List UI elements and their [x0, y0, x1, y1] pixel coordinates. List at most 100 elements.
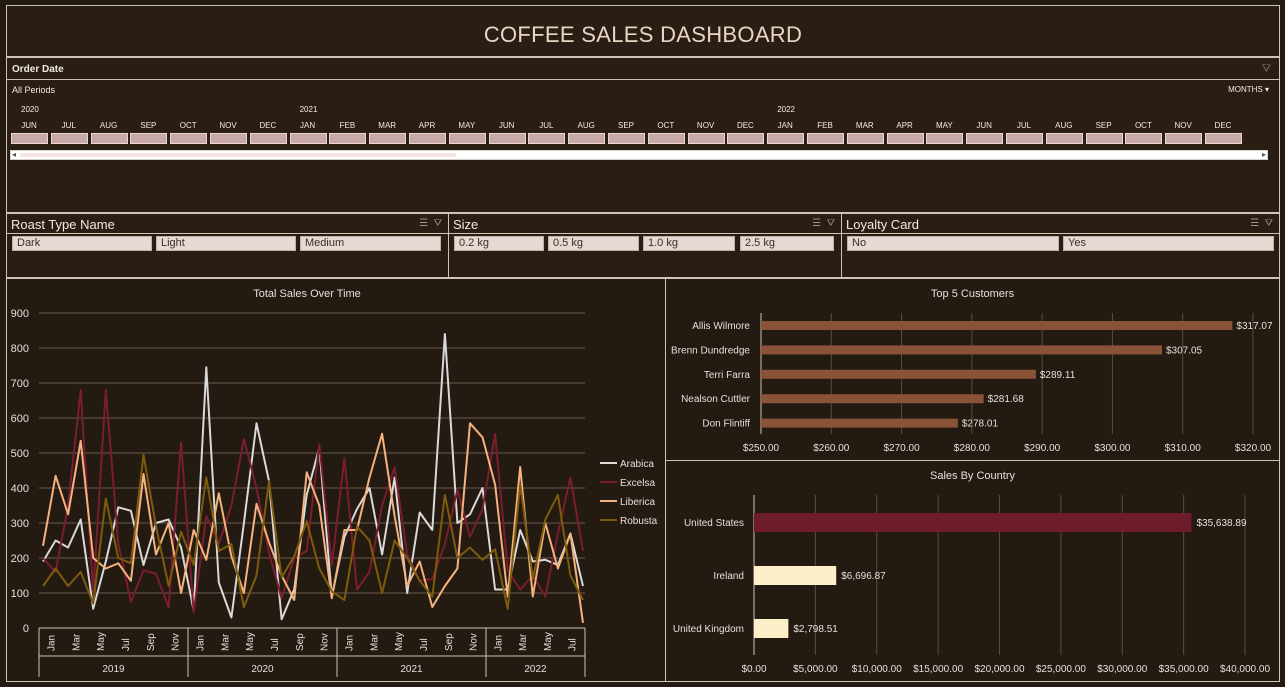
- timeline-month-cell[interactable]: [11, 133, 48, 144]
- timeline-month-cell[interactable]: [1165, 133, 1203, 144]
- clear-filter-icon[interactable]: ⛛: [826, 218, 835, 229]
- timeline-month-cell[interactable]: [767, 133, 805, 144]
- multi-select-icon[interactable]: ☰: [1250, 218, 1260, 229]
- timeline-month-cell[interactable]: [647, 133, 685, 144]
- timeline-month-cell[interactable]: [130, 133, 168, 144]
- y-tick-label: 200: [11, 553, 29, 565]
- legend-label: Arabica: [620, 459, 654, 470]
- timeline-unit-selector[interactable]: MONTHS ▾: [1228, 85, 1269, 94]
- timeline-month-label: MAY: [458, 121, 476, 130]
- timeline-month-label: SEP: [140, 121, 157, 130]
- x-tick-label: May: [543, 632, 554, 651]
- timeline-month-label: AUG: [1055, 121, 1073, 130]
- timeline-selection-range[interactable]: [20, 153, 456, 157]
- order-date-timeline[interactable]: Order Date ⛛ All Periods MONTHS ▾ 2020 20…: [6, 57, 1280, 213]
- y-tick-label: 400: [11, 483, 29, 495]
- slicer-divider: [449, 233, 841, 234]
- timeline-month-cell[interactable]: [210, 133, 247, 144]
- timeline-month-cell[interactable]: [1205, 133, 1242, 144]
- timeline-month-cell[interactable]: [369, 133, 407, 144]
- timeline-month-cell[interactable]: [687, 133, 725, 144]
- timeline-month-label: DEC: [259, 121, 277, 130]
- timeline-year-label: 2020: [21, 105, 39, 114]
- scroll-left-icon[interactable]: ◂: [12, 150, 17, 159]
- clear-filter-icon[interactable]: ⛛: [433, 218, 442, 229]
- timeline-month-cell[interactable]: [409, 133, 446, 144]
- y-tick-label: 500: [11, 448, 29, 460]
- x-tick-label: Mar: [518, 633, 529, 651]
- bar: [754, 513, 1192, 532]
- timeline-month-cell[interactable]: [1045, 133, 1083, 144]
- x-year-label: 2020: [251, 664, 274, 675]
- slicer-item-dark[interactable]: Dark: [12, 236, 152, 251]
- timeline-divider: [7, 79, 1279, 80]
- slicer-item-yes[interactable]: Yes: [1063, 236, 1274, 251]
- slicer-item-medium[interactable]: Medium: [300, 236, 441, 251]
- category-label: Allis Wilmore: [692, 321, 750, 332]
- timeline-month-label: FEB: [339, 121, 356, 130]
- multi-select-icon[interactable]: ☰: [419, 218, 429, 229]
- timeline-month-label: JUL: [1016, 121, 1032, 130]
- slicer-item-0-2kg[interactable]: 0.2 kg: [454, 236, 544, 251]
- x-tick-label: $280.00: [954, 443, 991, 454]
- timeline-month-cell[interactable]: [448, 133, 486, 144]
- timeline-month-label: JUN: [21, 121, 37, 130]
- y-tick-label: 300: [11, 518, 29, 530]
- timeline-month-cell[interactable]: [807, 133, 844, 144]
- clear-filter-icon[interactable]: ⛛: [1261, 63, 1271, 75]
- timeline-month-cell[interactable]: [966, 133, 1004, 144]
- timeline-month-cell[interactable]: [568, 133, 606, 144]
- slicer-item-0-5kg[interactable]: 0.5 kg: [548, 236, 639, 251]
- size-slicer-title: Size: [453, 217, 479, 232]
- slicer-item-no[interactable]: No: [847, 236, 1059, 251]
- timeline-month-cell[interactable]: [608, 133, 645, 144]
- timeline-month-cell[interactable]: [50, 133, 88, 144]
- scroll-right-icon[interactable]: ▸: [1261, 150, 1266, 159]
- top-customers-chart-panel: Top 5 Customers $250.00 $260.00 $270.00 $28…: [665, 278, 1280, 461]
- timeline-month-cell[interactable]: [1125, 133, 1163, 144]
- sales-by-country-bar-chart: $0.00 $5,000.00 $10,000.00 $15,000.00 $20,00…: [673, 495, 1270, 675]
- timeline-month-cell[interactable]: [289, 133, 327, 144]
- timeline-month-label: JUL: [61, 121, 76, 130]
- x-tick-label: $0.00: [741, 664, 766, 675]
- x-tick-label: $40,000.00: [1220, 664, 1270, 675]
- timeline-period-label: All Periods: [12, 85, 56, 95]
- timeline-month-cell[interactable]: [488, 133, 526, 144]
- timeline-month-cell[interactable]: [727, 133, 765, 144]
- timeline-month-cell[interactable]: [926, 133, 964, 144]
- x-tick-label: $300.00: [1094, 443, 1131, 454]
- data-label: $2,798.51: [793, 624, 838, 635]
- x-tick-label: Sep: [146, 633, 157, 651]
- x-tick-label: Nov: [171, 633, 182, 651]
- clear-filter-icon[interactable]: ⛛: [1264, 218, 1273, 229]
- series-line: [42, 422, 584, 623]
- slicer-item-light[interactable]: Light: [156, 236, 296, 251]
- slicer-item-2-5kg[interactable]: 2.5 kg: [740, 236, 834, 251]
- timeline-scrollbar[interactable]: ◂ ▸: [10, 150, 1268, 160]
- timeline-month-cell[interactable]: [1006, 133, 1043, 144]
- timeline-month-cell[interactable]: [90, 133, 128, 144]
- x-tick-label: Jul: [568, 638, 579, 651]
- x-tick-label: $250.00: [743, 443, 780, 454]
- timeline-month-cell[interactable]: [170, 133, 208, 144]
- timeline-month-cell[interactable]: [1085, 133, 1123, 144]
- timeline-month-cell[interactable]: [528, 133, 566, 144]
- multi-select-icon[interactable]: ☰: [812, 218, 822, 229]
- loyalty-slicer-title: Loyalty Card: [846, 217, 919, 232]
- timeline-month-cell[interactable]: [329, 133, 367, 144]
- data-label: $6,696.87: [841, 571, 886, 582]
- x-tick-label: May: [394, 632, 405, 651]
- x-tick-label: $10,000.00: [852, 664, 902, 675]
- y-tick-label: 700: [11, 378, 29, 390]
- timeline-month-cell[interactable]: [249, 133, 287, 144]
- x-tick-label: Jul: [270, 638, 281, 651]
- timeline-month-label: OCT: [1134, 121, 1152, 130]
- slicer-item-1-0kg[interactable]: 1.0 kg: [643, 236, 735, 251]
- timeline-month-cell[interactable]: [846, 133, 884, 144]
- y-tick-label: 0: [23, 623, 29, 635]
- sales-by-country-title: Sales By Country: [930, 470, 1015, 482]
- x-tick-label: Sep: [295, 633, 306, 651]
- timeline-month-cell[interactable]: [886, 133, 924, 144]
- x-tick-label: $310.00: [1165, 443, 1202, 454]
- sales-by-country-chart-panel: Sales By Country $0.00 $5,000.00 $10,000.0…: [665, 460, 1280, 682]
